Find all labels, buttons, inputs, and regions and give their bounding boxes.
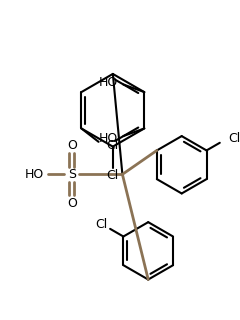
Text: HO: HO xyxy=(98,76,118,89)
Text: Cl: Cl xyxy=(96,218,108,231)
Text: Cl: Cl xyxy=(228,132,240,145)
Text: Cl: Cl xyxy=(107,169,119,182)
Text: HO: HO xyxy=(98,132,118,145)
Text: O: O xyxy=(67,139,77,152)
Text: Cl: Cl xyxy=(106,139,119,152)
Text: O: O xyxy=(67,196,77,210)
Text: S: S xyxy=(68,168,76,181)
Text: HO: HO xyxy=(25,168,44,181)
